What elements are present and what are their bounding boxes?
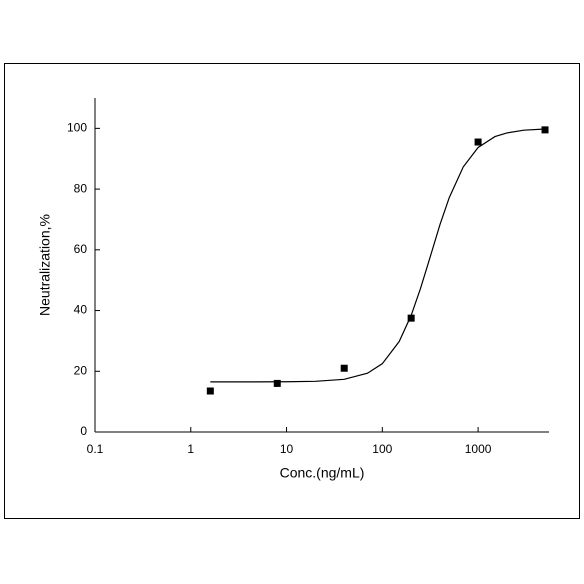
data-point xyxy=(407,314,415,322)
frame xyxy=(4,63,580,519)
x-tick-label: 1000 xyxy=(465,442,492,456)
y-tick-label: 0 xyxy=(80,424,87,438)
data-point xyxy=(474,138,482,146)
x-axis-title: Conc.(ng/mL) xyxy=(280,465,365,481)
y-tick-label: 60 xyxy=(74,242,88,256)
y-tick-label: 100 xyxy=(67,121,87,135)
y-tick-label: 40 xyxy=(74,303,88,317)
data-point xyxy=(340,364,348,372)
y-axis-title: Neutralization,% xyxy=(37,214,53,316)
x-tick-label: 1 xyxy=(187,442,194,456)
x-tick-label: 0.1 xyxy=(87,442,104,456)
fit-curve xyxy=(210,128,546,383)
x-tick-label: 10 xyxy=(280,442,294,456)
y-tick-label: 80 xyxy=(74,181,88,195)
x-tick-label: 100 xyxy=(372,442,392,456)
data-point xyxy=(206,387,214,395)
y-tick-label: 20 xyxy=(74,363,88,377)
data-point xyxy=(273,379,281,387)
data-point xyxy=(541,126,549,134)
